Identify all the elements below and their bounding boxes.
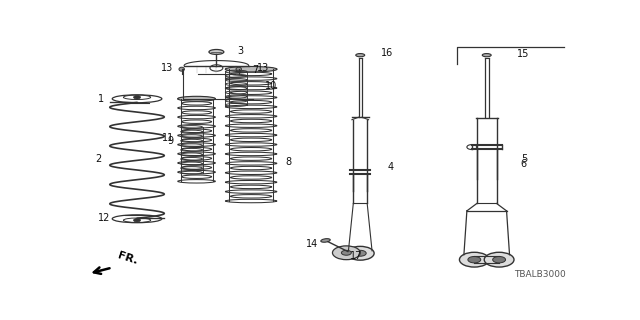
- Ellipse shape: [483, 53, 491, 57]
- Text: 9: 9: [168, 136, 174, 146]
- Text: 1: 1: [98, 94, 104, 104]
- Text: 13: 13: [161, 63, 173, 74]
- Text: 15: 15: [517, 49, 530, 60]
- Text: 13: 13: [257, 63, 269, 74]
- Ellipse shape: [236, 67, 241, 71]
- Text: 2: 2: [96, 154, 102, 164]
- Text: 3: 3: [237, 46, 244, 56]
- Circle shape: [134, 219, 141, 222]
- Ellipse shape: [179, 67, 184, 71]
- Circle shape: [460, 252, 489, 267]
- Circle shape: [346, 246, 374, 260]
- Ellipse shape: [178, 96, 216, 101]
- Text: FR.: FR.: [116, 250, 139, 266]
- Ellipse shape: [209, 50, 224, 54]
- Text: 16: 16: [381, 48, 394, 58]
- Circle shape: [341, 250, 351, 255]
- Text: 7: 7: [252, 65, 258, 75]
- Text: 14: 14: [306, 239, 318, 249]
- Circle shape: [332, 246, 360, 260]
- Circle shape: [134, 96, 141, 99]
- Ellipse shape: [356, 53, 365, 57]
- Text: 5: 5: [521, 154, 527, 164]
- Ellipse shape: [225, 67, 277, 72]
- Text: 4: 4: [388, 162, 394, 172]
- Circle shape: [355, 250, 366, 256]
- Text: 12: 12: [98, 213, 110, 223]
- Circle shape: [484, 252, 514, 267]
- Text: 10: 10: [265, 81, 277, 91]
- Text: 6: 6: [521, 159, 527, 169]
- Circle shape: [493, 256, 506, 263]
- Text: 11: 11: [162, 133, 175, 143]
- Circle shape: [468, 256, 481, 263]
- Text: 17: 17: [350, 251, 362, 261]
- Text: TBALB3000: TBALB3000: [515, 270, 566, 279]
- Text: 8: 8: [285, 156, 291, 167]
- Ellipse shape: [321, 239, 330, 242]
